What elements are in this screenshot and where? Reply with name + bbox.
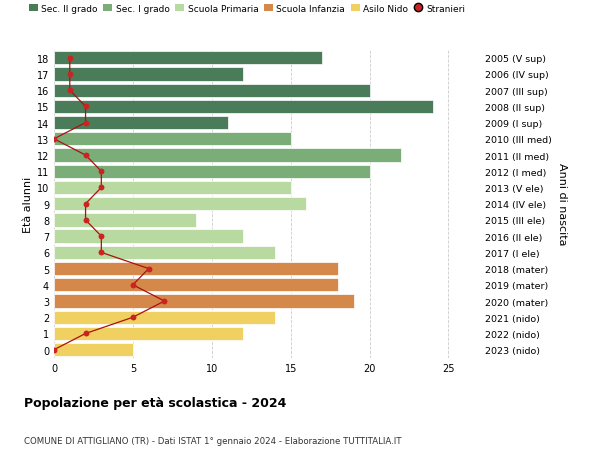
Point	[81, 330, 91, 337]
Bar	[54, 279, 338, 292]
Point	[97, 168, 106, 175]
Point	[81, 103, 91, 111]
Bar	[54, 165, 370, 179]
Bar	[54, 101, 433, 114]
Text: Popolazione per età scolastica - 2024: Popolazione per età scolastica - 2024	[24, 396, 286, 409]
Bar	[54, 133, 290, 146]
Point	[81, 217, 91, 224]
Point	[65, 71, 74, 78]
Point	[97, 185, 106, 192]
Bar	[54, 327, 244, 341]
Legend: Sec. II grado, Sec. I grado, Scuola Primaria, Scuola Infanzia, Asilo Nido, Stran: Sec. II grado, Sec. I grado, Scuola Prim…	[29, 5, 466, 13]
Bar	[54, 68, 244, 81]
Point	[65, 87, 74, 95]
Y-axis label: Anni di nascita: Anni di nascita	[557, 163, 567, 246]
Point	[128, 314, 137, 321]
Point	[81, 152, 91, 159]
Point	[81, 120, 91, 127]
Bar	[54, 117, 227, 130]
Bar	[54, 214, 196, 227]
Bar	[54, 311, 275, 324]
Bar	[54, 230, 244, 243]
Point	[81, 201, 91, 208]
Point	[97, 233, 106, 241]
Y-axis label: Età alunni: Età alunni	[23, 176, 32, 232]
Point	[65, 55, 74, 62]
Point	[49, 136, 59, 143]
Bar	[54, 198, 307, 211]
Bar	[54, 246, 275, 259]
Point	[144, 265, 154, 273]
Bar	[54, 181, 290, 195]
Point	[97, 249, 106, 257]
Point	[128, 281, 137, 289]
Bar	[54, 52, 322, 65]
Point	[49, 346, 59, 353]
Bar	[54, 295, 354, 308]
Text: COMUNE DI ATTIGLIANO (TR) - Dati ISTAT 1° gennaio 2024 - Elaborazione TUTTITALIA: COMUNE DI ATTIGLIANO (TR) - Dati ISTAT 1…	[24, 436, 401, 445]
Bar	[54, 263, 338, 276]
Bar	[54, 343, 133, 357]
Point	[160, 298, 169, 305]
Bar	[54, 149, 401, 162]
Bar	[54, 84, 370, 98]
